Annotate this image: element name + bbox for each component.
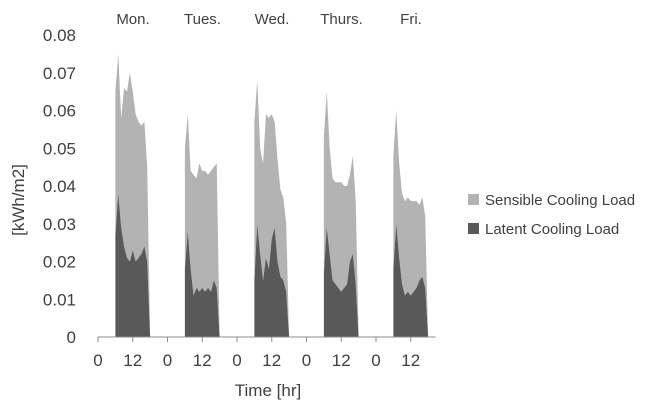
sensible-area: [254, 80, 290, 338]
sensible-area: [184, 114, 220, 338]
y-tick-label: 0: [67, 328, 76, 347]
legend: Sensible Cooling Load Latent Cooling Load: [468, 192, 635, 238]
x-tick-label: 12: [401, 351, 420, 370]
sensible-area: [323, 91, 359, 337]
x-axis: 0 12 0 12 0 12 0 12 0 12: [93, 336, 436, 370]
x-tick-label: 0: [232, 351, 241, 370]
y-axis: 0 0.01 0.02 0.03 0.04 0.05 0.06 0.07 0.08: [43, 26, 76, 347]
x-tick-label: 12: [123, 351, 142, 370]
day-label: Mon.: [116, 11, 149, 28]
legend-label: Sensible Cooling Load: [485, 192, 635, 209]
latent-area: [393, 223, 429, 337]
latent-area: [323, 227, 359, 337]
legend-swatch: [468, 223, 479, 234]
x-tick-label: 12: [262, 351, 281, 370]
y-tick-label: 0.07: [43, 64, 76, 83]
day-label: Tues.: [184, 11, 221, 28]
x-tick-label: 0: [371, 351, 380, 370]
day-labels: Mon. Tues. Wed. Thurs. Fri.: [116, 11, 422, 28]
y-tick-label: 0.08: [43, 26, 76, 45]
x-tick-label: 0: [93, 351, 102, 370]
day-label: Fri.: [400, 11, 422, 28]
x-tick-label: 12: [193, 351, 212, 370]
y-tick-label: 0.05: [43, 139, 76, 158]
legend-swatch: [468, 194, 479, 205]
x-axis-title: Time [hr]: [235, 381, 301, 400]
y-tick-label: 0.01: [43, 290, 76, 309]
x-tick-label: 0: [302, 351, 311, 370]
x-tick-label: 0: [163, 351, 172, 370]
y-axis-title: [kWh/m2]: [9, 164, 28, 236]
y-tick-label: 0.04: [43, 177, 76, 196]
y-tick-label: 0.03: [43, 215, 76, 234]
latent-area: [254, 223, 290, 337]
latent-area: [115, 193, 151, 337]
plot-area: [115, 53, 429, 338]
x-tick-label: 12: [332, 351, 351, 370]
latent-area: [184, 231, 220, 337]
day-label: Thurs.: [320, 11, 363, 28]
day-label: Wed.: [255, 11, 290, 28]
sensible-area: [115, 53, 151, 337]
y-tick-label: 0.02: [43, 253, 76, 272]
legend-label: Latent Cooling Load: [485, 221, 619, 238]
y-tick-label: 0.06: [43, 102, 76, 121]
